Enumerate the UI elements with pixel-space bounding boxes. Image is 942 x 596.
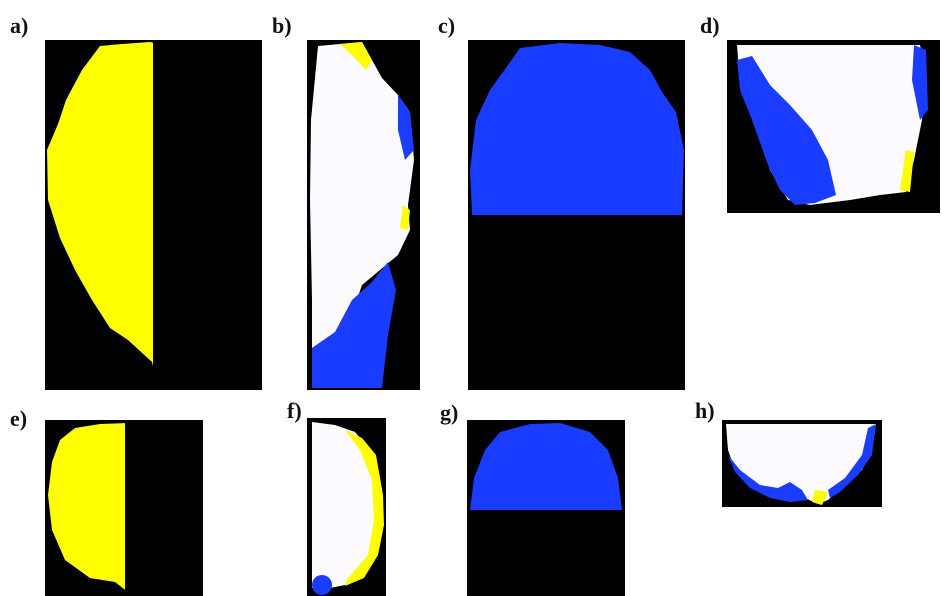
panel-label: d) (700, 13, 720, 38)
panel-b: b) (272, 13, 420, 390)
panel-h: h) (695, 398, 882, 507)
panel-label: e) (10, 406, 27, 431)
segment (312, 575, 332, 595)
figure: a) b) c) d) e) f) (0, 0, 942, 596)
page: {"panels": [{"label": "a)"}, {"label": "… (0, 0, 942, 596)
panel-label: c) (438, 13, 455, 38)
panel-label: h) (695, 398, 715, 423)
panel-label: a) (10, 13, 28, 38)
panel-label: g) (440, 400, 458, 425)
panel-label: f) (287, 398, 302, 423)
panel-a: a) (10, 13, 262, 390)
panel-e: e) (10, 406, 203, 596)
panel-label: b) (272, 13, 292, 38)
panel-d: d) (700, 13, 940, 213)
panel-g: g) (440, 400, 625, 596)
panel-f: f) (287, 398, 386, 596)
panel-c: c) (438, 13, 685, 390)
